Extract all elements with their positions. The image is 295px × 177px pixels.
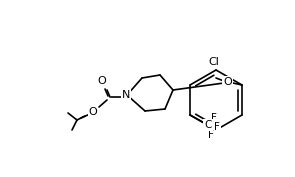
Text: C: C: [204, 120, 212, 130]
Text: F: F: [214, 122, 220, 132]
Text: N: N: [122, 90, 130, 100]
Text: F: F: [211, 113, 217, 123]
Text: O: O: [88, 107, 97, 117]
Text: Cl: Cl: [209, 57, 219, 67]
Text: O: O: [224, 77, 232, 87]
Text: F: F: [208, 130, 214, 140]
Text: O: O: [98, 76, 106, 86]
